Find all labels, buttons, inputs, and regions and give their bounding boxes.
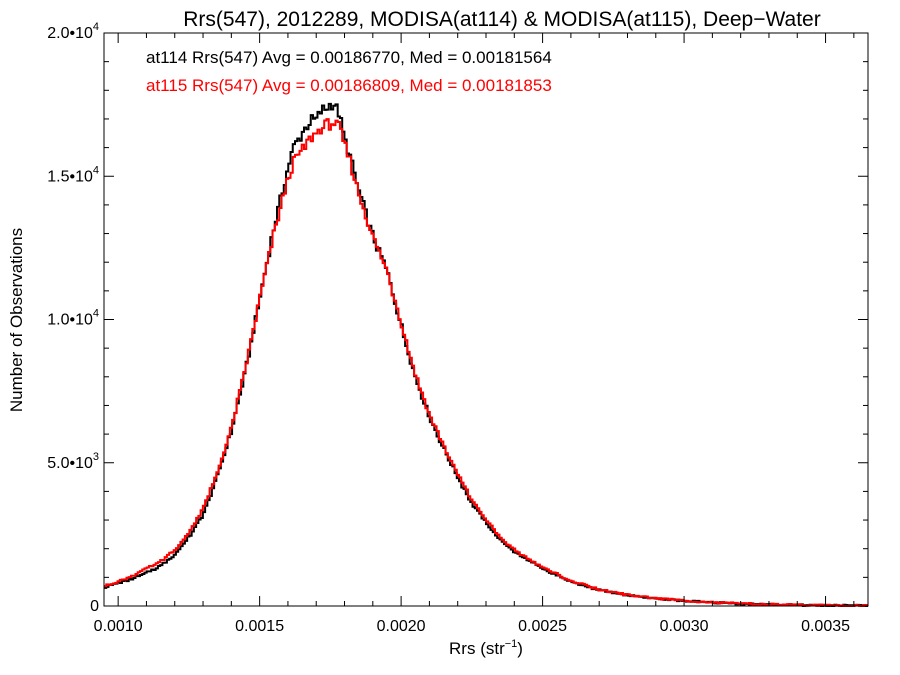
annotation-at115: at115 Rrs(547) Avg = 0.00186809, Med = 0… xyxy=(146,76,552,95)
x-tick-label: 0.0030 xyxy=(660,618,709,635)
histogram-series-at115 xyxy=(104,118,868,607)
x-tick-label: 0.0025 xyxy=(518,618,567,635)
histogram-series-at114 xyxy=(104,102,868,607)
y-axis-label: Number of Observations xyxy=(7,228,26,412)
chart-title: Rrs(547), 2012289, MODISA(at114) & MODIS… xyxy=(183,8,820,31)
y-tick-label: 1.5•104 xyxy=(47,164,99,185)
x-axis-label: Rrs (str−1) xyxy=(449,638,523,658)
x-tick-label: 0.0010 xyxy=(94,618,143,635)
x-tick-label: 0.0035 xyxy=(801,618,850,635)
y-tick-label: 2.0•104 xyxy=(47,21,99,42)
y-tick-label: 5.0•103 xyxy=(47,451,99,472)
tick-layer: 0.0010 0.0015 0.0020 0.0025 0.0030 0.0035 0 5.0… xyxy=(47,21,868,635)
y-tick-label: 0 xyxy=(90,598,99,615)
x-axis-label-text: Rrs (str xyxy=(449,639,505,658)
x-tick-label: 0.0015 xyxy=(235,618,284,635)
x-axis-label-superscript: −1 xyxy=(505,638,518,650)
annotation-at114: at114 Rrs(547) Avg = 0.00186770, Med = 0… xyxy=(146,48,552,67)
y-tick-label: 1.0•104 xyxy=(47,308,99,329)
x-tick-label: 0.0020 xyxy=(377,618,426,635)
x-axis-label-end: ) xyxy=(517,639,523,658)
series-layer xyxy=(104,102,868,607)
